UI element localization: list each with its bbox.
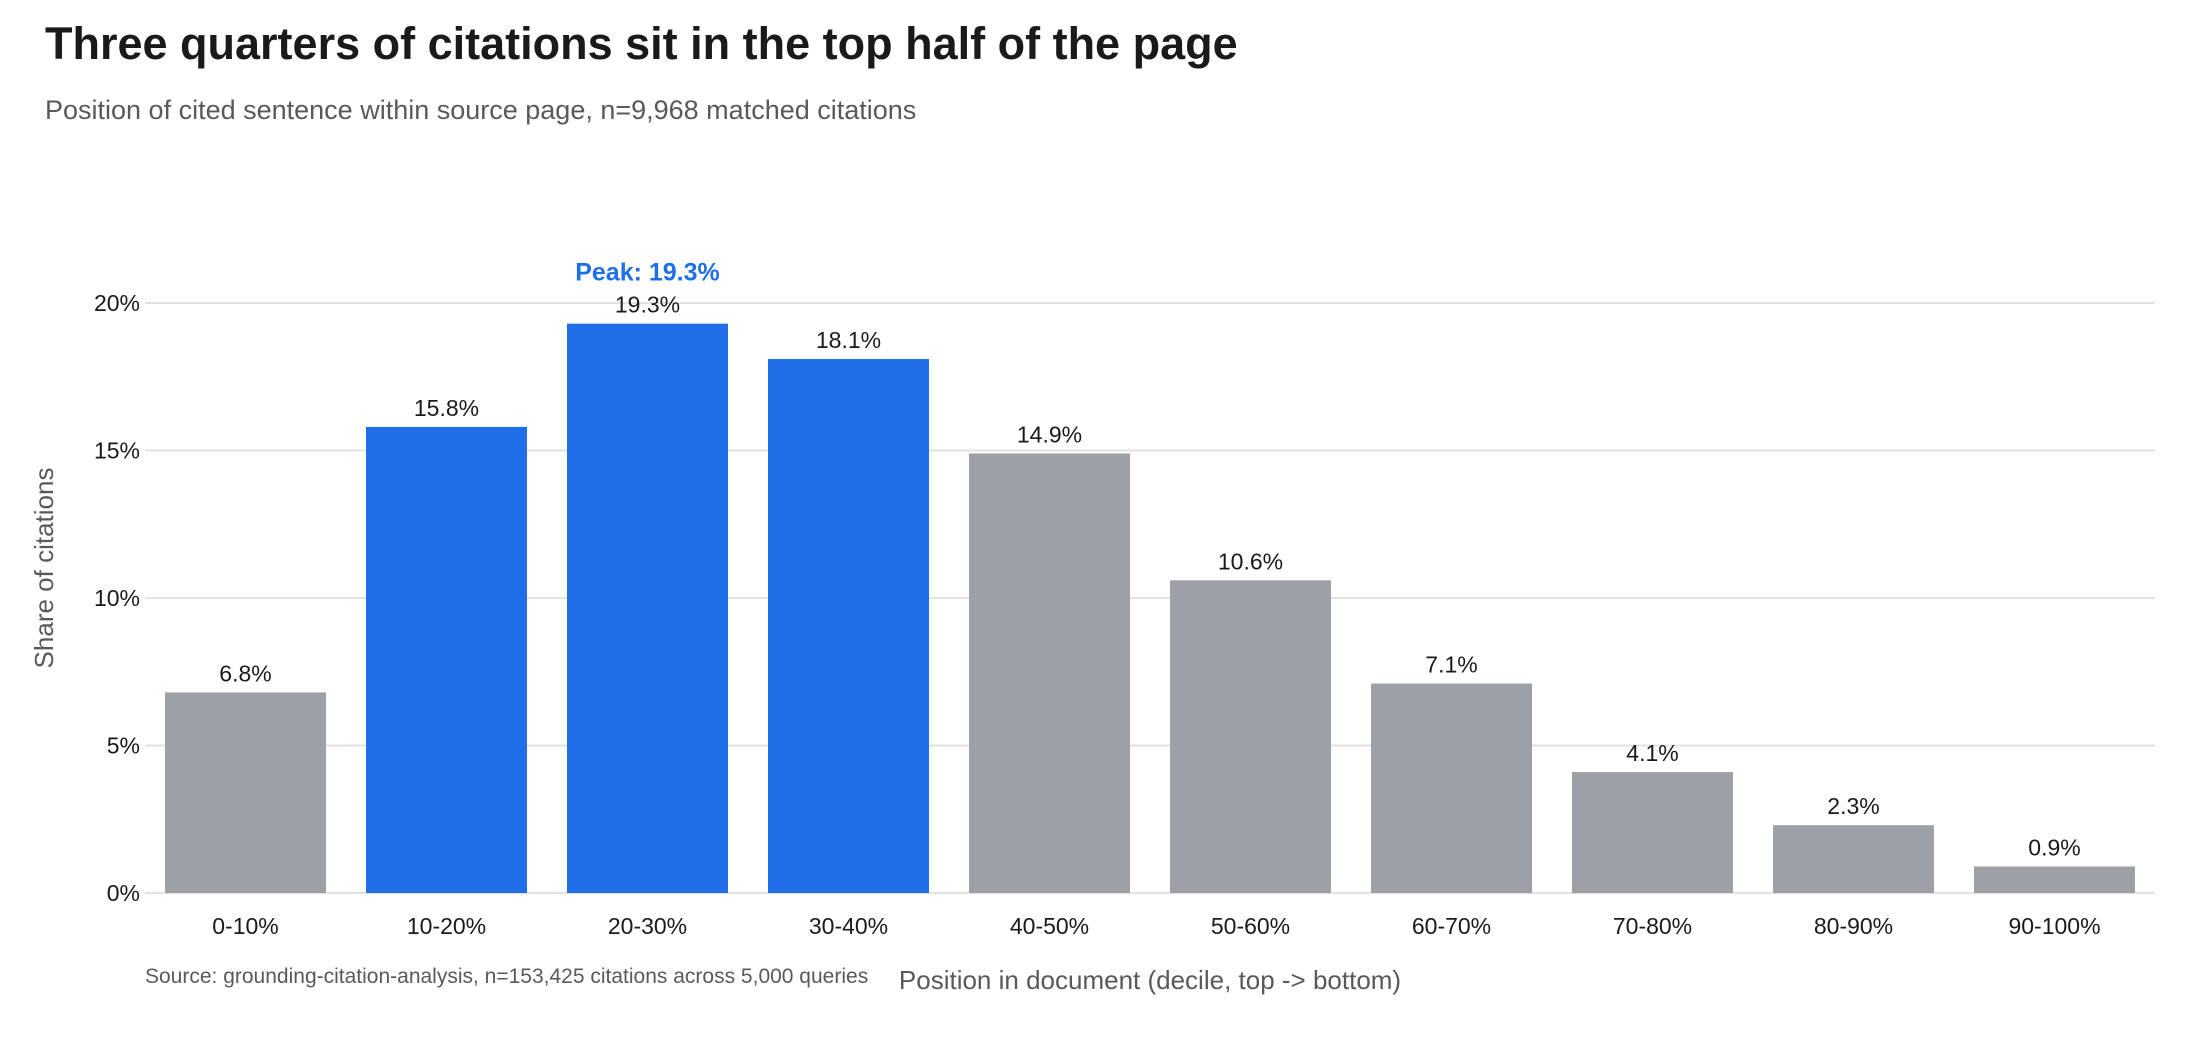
x-axis-title: Position in document (decile, top -> bot… <box>899 965 1401 995</box>
peak-annotation: Peak: 19.3% <box>575 259 720 287</box>
bar-60-70 <box>1371 683 1532 893</box>
bar-value-label: 7.1% <box>1425 652 1477 678</box>
y-tick-label: 15% <box>94 438 140 464</box>
x-tick-label: 50-60% <box>1211 913 1290 939</box>
bar-0-10 <box>165 692 326 893</box>
y-tick-label: 10% <box>94 585 140 611</box>
bar-value-label: 15.8% <box>414 395 479 421</box>
bar-20-30 <box>567 323 728 893</box>
y-axis-title: Share of citations <box>29 468 59 669</box>
x-tick-label: 20-30% <box>608 913 687 939</box>
x-tick-label: 40-50% <box>1010 913 1089 939</box>
x-tick-label: 0-10% <box>212 913 278 939</box>
chart-title: Three quarters of citations sit in the t… <box>45 18 1238 69</box>
x-tick-label: 10-20% <box>407 913 486 939</box>
source-note: Source: grounding-citation-analysis, n=1… <box>145 965 868 988</box>
bars <box>165 323 2135 893</box>
x-tick-label: 60-70% <box>1412 913 1491 939</box>
bar-80-90 <box>1773 825 1934 893</box>
bar-value-label: 18.1% <box>816 327 881 353</box>
bar-value-label: 4.1% <box>1626 740 1678 766</box>
bar-40-50 <box>969 453 1130 893</box>
bar-value-label: 14.9% <box>1017 421 1082 447</box>
bar-70-80 <box>1572 772 1733 893</box>
bar-value-label: 19.3% <box>615 292 680 318</box>
bar-value-labels: 6.8% 15.8% 19.3% 18.1% 14.9% 10.6% 7.1% 4.1% 2.3… <box>219 292 2080 861</box>
x-tick-label: 80-90% <box>1814 913 1893 939</box>
bar-value-label: 6.8% <box>219 660 271 686</box>
y-tick-label: 5% <box>107 733 140 759</box>
bar-value-label: 2.3% <box>1827 793 1879 819</box>
x-tick-label: 90-100% <box>2008 913 2100 939</box>
x-tick-label: 70-80% <box>1613 913 1692 939</box>
bar-90-100 <box>1974 866 2135 893</box>
bar-50-60 <box>1170 580 1331 893</box>
bar-value-label: 0.9% <box>2028 834 2080 860</box>
y-axis: 0% 5% 10% 15% 20% <box>94 290 140 906</box>
chart-subtitle: Position of cited sentence within source… <box>45 95 917 125</box>
bar-10-20 <box>366 426 527 893</box>
bar-30-40 <box>768 359 929 893</box>
y-tick-label: 20% <box>94 290 140 316</box>
y-tick-label: 0% <box>107 880 140 906</box>
x-axis: 0-10% 10-20% 20-30% 30-40% 40-50% 50-60% 60-70… <box>212 913 2100 939</box>
bar-value-label: 10.6% <box>1218 548 1283 574</box>
x-tick-label: 30-40% <box>809 913 888 939</box>
